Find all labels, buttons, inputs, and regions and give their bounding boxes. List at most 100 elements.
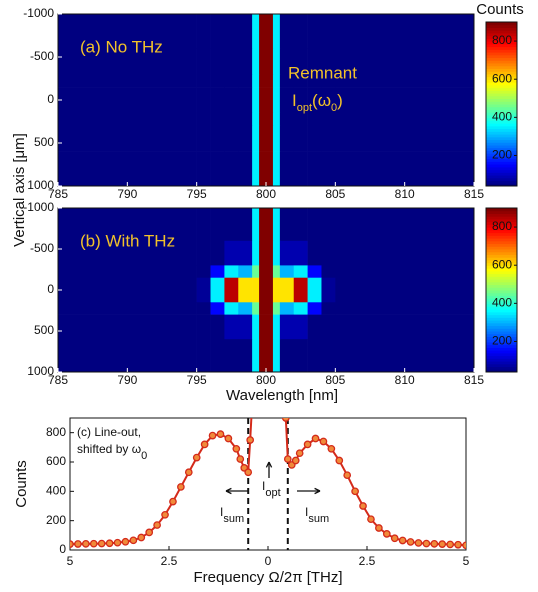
heatmap-cell [210,302,225,315]
heatmap-cell [293,87,308,114]
colorbar-band [486,240,517,245]
colorbar-band [486,229,517,234]
colorbar-band [486,322,517,327]
marker [161,510,169,519]
y-tick-label: 0 [59,542,66,556]
heatmap-cell [210,125,225,152]
colorbar-band [486,300,517,305]
heatmap-cell [252,240,260,266]
colorbar-band [486,27,517,31]
heatmap-cell [307,314,322,340]
heatmap-cell [259,87,274,114]
colorbar-band [486,259,517,264]
heatmap-cell [58,14,197,49]
colorbar-band [486,106,517,110]
heatmap-cell [224,265,239,278]
colorbar-band [486,309,517,313]
colorbar-band [486,276,517,280]
heatmap-cell [58,302,197,315]
heatmap-cell [307,87,322,114]
annotation: Isum [220,505,244,525]
heatmap-cell [272,277,281,303]
heatmap-cell [307,265,322,278]
heatmap-cell [272,240,281,266]
heatmap-cell [252,87,260,114]
x-tick-label: 800 [256,373,276,387]
marker [216,430,225,438]
heatmap-cell [238,125,253,152]
heatmap-cell [252,125,260,152]
x-tick-label: 5 [463,554,470,568]
marker [438,540,447,548]
y-tick-label: -1000 [23,6,54,20]
heatmap-cell [272,87,281,114]
colorbar-band [486,41,517,45]
colorbar-tick-label: 800 [492,33,512,47]
heatmap-cell [58,151,197,187]
heatmap-cell [58,125,197,152]
colorbar-band [486,84,517,89]
annotation: Isum [305,505,329,525]
heatmap-cell [252,151,260,187]
marker [303,440,312,449]
heatmap-cell [224,48,239,75]
y-tick-label: 0 [47,282,54,296]
marker [145,528,154,537]
marker [153,521,161,529]
colorbar-band [486,328,517,332]
x-axis-label: Frequency Ω/2π [THz] [193,569,342,586]
heatmap-cell [279,302,295,315]
marker [430,539,439,548]
text-part: (ω [312,91,331,110]
marker [406,538,415,546]
heatmap-cell [238,240,253,266]
colorbar-band [486,175,517,179]
colorbar-band [486,339,517,343]
annotation: Iopt(ω0) [292,91,343,113]
y-tick-label: -500 [30,49,54,63]
heatmap-cell [279,125,295,152]
heatmap-cell [252,74,260,88]
heatmap-cell [321,74,336,88]
colorbar-band [486,52,517,56]
plot-area [70,418,466,550]
colorbar-band [486,158,517,162]
heatmap-cell [58,339,197,373]
colorbar-band [486,311,517,316]
colorbar-band [486,235,517,239]
heatmap-cell [238,339,253,373]
heatmap-cell [335,208,475,242]
heatmap-cell [335,125,475,152]
heatmap-cell [196,265,211,278]
heatmap-cell [272,74,281,88]
x-tick-label: 795 [187,187,207,201]
marker [367,515,375,524]
colorbar-band [486,218,517,223]
heatmap-cell [279,74,295,88]
heatmap-cell [224,151,239,187]
heatmap-cell [279,240,295,266]
marker [390,534,399,543]
colorbar-band [486,279,517,283]
heatmap-cell [238,112,253,127]
heatmap-cell [321,314,336,340]
colorbar-band [486,347,517,351]
heatmap-cell [210,314,225,340]
text-part: ) [337,91,343,110]
heatmap-cell [307,151,322,187]
colorbar-band [486,284,517,288]
x-tick-label: 805 [325,373,345,387]
heatmap-cell [210,48,225,75]
heatmap-cell [238,87,253,114]
heatmap-cell [307,112,322,127]
marker [335,456,344,465]
heatmap-cell [259,48,274,75]
marker [343,471,352,480]
x-tick-label: 790 [117,373,137,387]
heatmap-cell [293,48,308,75]
colorbar-band [486,145,517,149]
heatmap-cell [307,240,322,266]
heatmap-cell [210,240,225,266]
heatmap-cell [335,48,475,75]
heatmap-cell [293,112,308,127]
